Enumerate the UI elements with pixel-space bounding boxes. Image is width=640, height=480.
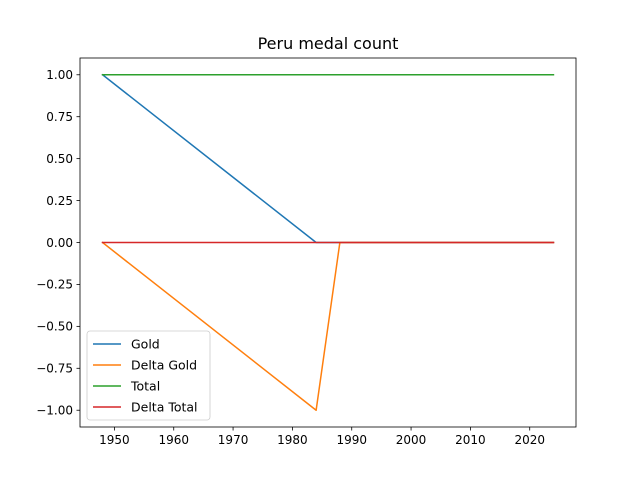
x-tick-label: 1990: [336, 433, 367, 447]
y-tick-label: 0.50: [46, 152, 73, 166]
legend-label-3: Delta Total: [131, 400, 198, 415]
y-tick-label: −0.75: [36, 362, 73, 376]
x-tick-label: 1970: [218, 433, 249, 447]
x-tick-label: 2020: [514, 433, 545, 447]
y-tick-label: 1.00: [46, 68, 73, 82]
y-tick-label: 0.75: [46, 110, 73, 124]
x-tick-label: 2010: [455, 433, 486, 447]
series-line-0: [101, 73, 555, 244]
axes-layer: 1950 1960 1970 1980 1990 2000 2010 2020 −1.00 −0.…: [36, 57, 577, 447]
legend-box: [86, 330, 211, 421]
y-tick-label: −1.00: [36, 404, 73, 418]
x-tick-label: 2000: [396, 433, 427, 447]
y-tick-label: 0.00: [46, 236, 73, 250]
y-tick-label: −0.50: [36, 320, 73, 334]
x-tick-label: 1950: [99, 433, 130, 447]
legend: Gold Delta Gold Total Delta Total: [86, 330, 211, 421]
x-tick-label: 1960: [158, 433, 189, 447]
legend-label-2: Total: [130, 379, 160, 394]
chart-title: Peru medal count: [258, 34, 399, 53]
series-layer: [101, 73, 555, 411]
y-tick-label: 0.25: [46, 194, 73, 208]
x-tick-label: 1980: [277, 433, 308, 447]
y-tick-label: −0.25: [36, 278, 73, 292]
legend-label-1: Delta Gold: [131, 358, 197, 373]
legend-label-0: Gold: [131, 337, 160, 352]
